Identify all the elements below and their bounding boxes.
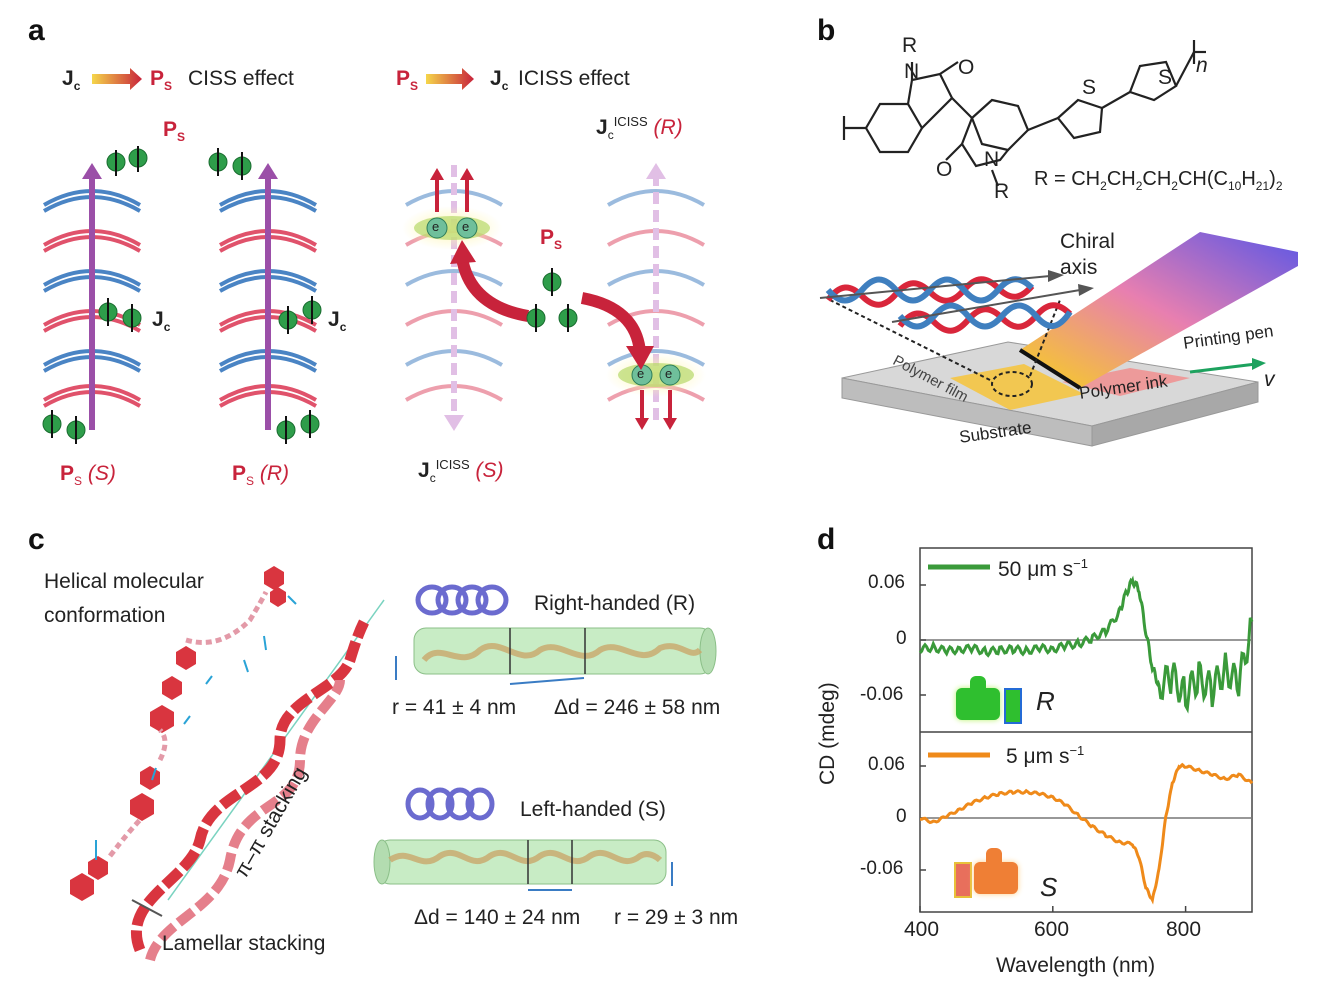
- printing-pen: [1020, 232, 1298, 388]
- ps-top-label: PS: [163, 118, 186, 145]
- double-helix-strand-1: [131, 619, 369, 953]
- r-left-value: r = 29 ± 3 nm: [614, 906, 739, 929]
- right-handed-coil-icon: [415, 584, 509, 616]
- chiral-helix-2: [891, 284, 1094, 334]
- x-tick-400: 400: [904, 918, 940, 941]
- header-arrow-right: [426, 68, 474, 90]
- a-header2-jc: Jc: [490, 67, 509, 94]
- panel-letter-a: a: [28, 14, 45, 47]
- x-tick-600: 600: [1034, 918, 1070, 941]
- ps-s-label: PS (S): [60, 462, 116, 489]
- y-tick-bottom-006: 0.06: [868, 754, 905, 775]
- jc-iciss-r-label: JcICISS (R): [596, 114, 683, 143]
- electron-1: e: [432, 219, 440, 234]
- x-axis-label: Wavelength (nm): [996, 954, 1156, 977]
- ciss-effect-label: CISS effect: [188, 67, 294, 90]
- lamellar-stacking-label: Lamellar stacking: [162, 932, 326, 955]
- double-helix-strand-2: [145, 679, 345, 962]
- velocity-label: v: [1264, 368, 1275, 391]
- atom-r-top: R: [902, 34, 918, 57]
- a-header-ps: PS: [150, 67, 173, 94]
- thumbs-up-orange-icon: [954, 846, 1024, 898]
- y-tick-top-neg006: -0.06: [860, 684, 904, 705]
- atom-n-bottom: N: [984, 148, 1000, 171]
- ps-r-label: PS (R): [232, 462, 290, 489]
- y-tick-top-006: 0.06: [868, 572, 905, 593]
- atom-n-top: N: [904, 60, 920, 83]
- panel-a-graphics: [42, 68, 706, 444]
- chiral-helix-1: [819, 270, 1064, 308]
- electron-3: e: [637, 366, 645, 381]
- r-right-value: r = 41 ± 4 nm: [392, 696, 517, 719]
- atom-o-bottom: O: [936, 158, 953, 181]
- a-header-jc: Jc: [62, 67, 81, 94]
- helical-conformation-label-2: conformation: [44, 604, 166, 627]
- chiral-axis-label-1: Chiral: [1060, 230, 1115, 253]
- polymer-ink: [1062, 368, 1190, 396]
- legend-5-label: 5 μm s−1: [1006, 743, 1085, 768]
- jc-label-2: Jc: [328, 308, 347, 335]
- panel-letter-c: c: [28, 523, 45, 556]
- a-header2-ps: PS: [396, 67, 419, 94]
- panel-letter-d: d: [817, 523, 836, 556]
- helix-r: [218, 163, 318, 430]
- atom-r-bottom: R: [994, 180, 1010, 203]
- atom-s-1: S: [1082, 76, 1097, 99]
- left-handed-coil-icon: [405, 787, 495, 821]
- jc-iciss-s-label: JcICISS (S): [418, 457, 504, 486]
- electron-4: e: [665, 366, 673, 381]
- right-handed-label: Right-handed (R): [534, 592, 696, 615]
- thumbs-up-green-icon: [956, 676, 1022, 724]
- molecule-structure: [842, 40, 1206, 187]
- chiral-axis-label-2: axis: [1060, 256, 1098, 279]
- right-handed-fiber: [413, 627, 717, 675]
- left-handed-fiber: [373, 839, 667, 885]
- handedness-r-label: R: [1036, 686, 1055, 716]
- polymer-film: [950, 364, 1084, 410]
- x-tick-800: 800: [1166, 918, 1202, 941]
- atom-s-2: S: [1158, 66, 1173, 89]
- helix-s: [42, 163, 142, 430]
- repeat-n: n: [1196, 54, 1208, 77]
- y-tick-bottom-0: 0: [896, 806, 907, 827]
- cd-series-r: [918, 575, 1254, 714]
- legend-50-label: 50 μm s−1: [998, 556, 1088, 581]
- helical-conformation-label-1: Helical molecular: [44, 570, 204, 593]
- helical-chain: [70, 566, 286, 901]
- iciss-effect-label: ICISS effect: [518, 67, 630, 90]
- d-right-value: Δd = 246 ± 58 nm: [554, 696, 721, 719]
- cd-series-s: [920, 762, 1254, 905]
- y-tick-top-0: 0: [896, 628, 907, 649]
- header-arrow-left: [92, 68, 142, 90]
- atom-o-top: O: [958, 56, 975, 79]
- panel-b-graphics: [819, 40, 1298, 447]
- jc-label-1: Jc: [152, 308, 171, 335]
- y-tick-bottom-neg006: -0.06: [860, 858, 904, 879]
- electron-2: e: [462, 219, 470, 234]
- d-left-value: Δd = 140 ± 24 nm: [414, 906, 581, 929]
- left-handed-label: Left-handed (S): [520, 798, 666, 821]
- plot-frame: [919, 547, 1253, 913]
- y-axis-label: CD (mdeg): [816, 682, 839, 785]
- ps-mid-label: PS: [540, 226, 563, 253]
- panel-letter-b: b: [817, 14, 836, 47]
- r-group-formula: R = CH2CH2CH2CH(C10H21)2: [1034, 168, 1283, 193]
- handedness-s-label: S: [1040, 872, 1058, 902]
- panel-c-graphics: [70, 566, 717, 962]
